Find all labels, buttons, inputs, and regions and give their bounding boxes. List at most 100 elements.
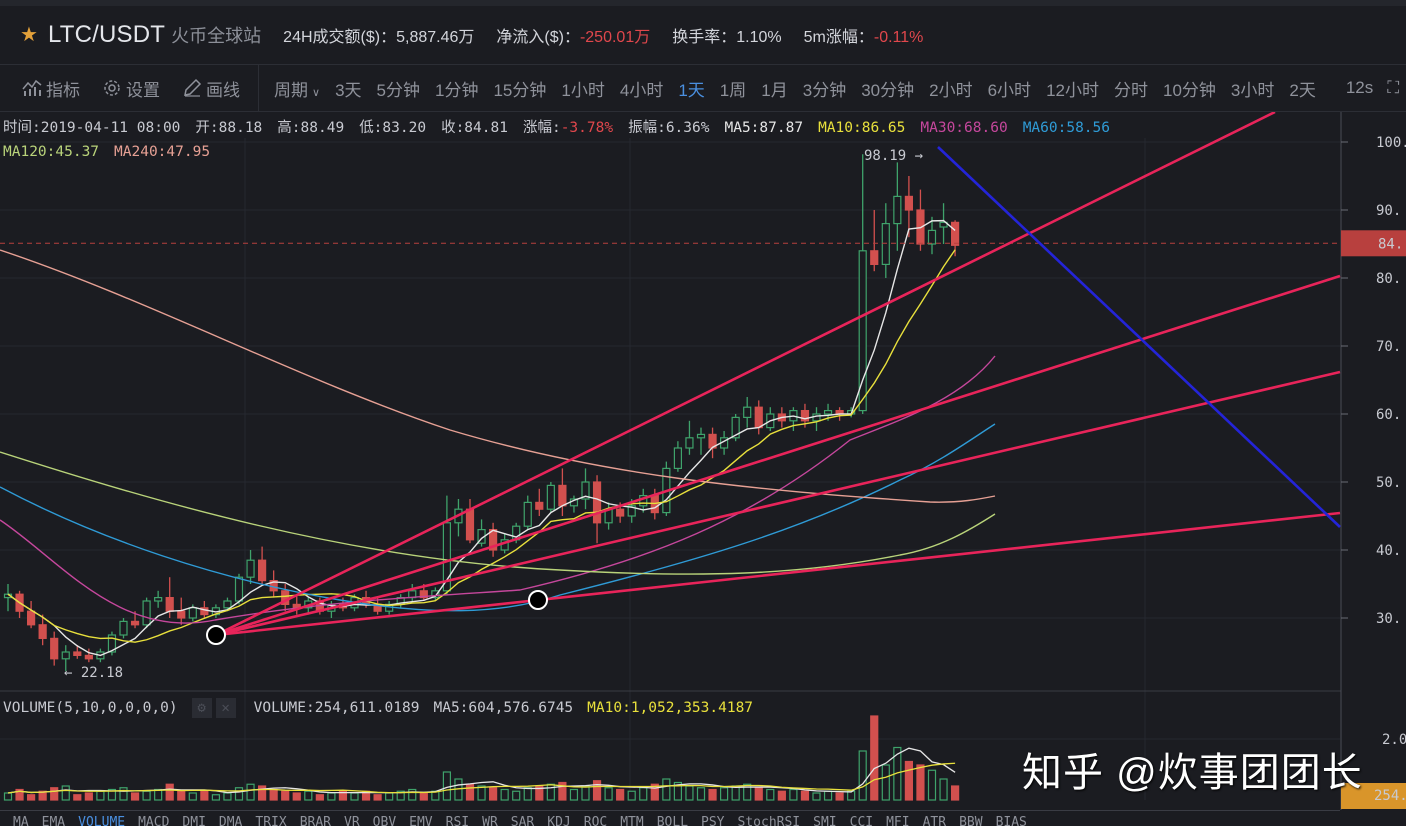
candles [3, 154, 960, 672]
volume-ma10-line [7, 762, 956, 794]
indicator-tab-roc[interactable]: ROC [583, 815, 608, 826]
pencil-icon [184, 78, 202, 97]
axis-tick-label: 60. [1376, 407, 1401, 423]
stat-turnover: 换手率：1.10% [672, 23, 781, 47]
ma5-value: MA5:87.87 [724, 120, 804, 136]
indicator-tab-vr[interactable]: VR [344, 815, 360, 826]
indicator-tab-kdj[interactable]: KDJ [547, 815, 571, 826]
trend-line[interactable] [215, 370, 1341, 637]
stat-label: 换手率： [672, 29, 737, 46]
trend-line[interactable] [215, 274, 1341, 637]
indicator-tab-trix[interactable]: TRIX [255, 815, 287, 826]
indicator-tab-ema[interactable]: EMA [41, 815, 66, 826]
axis-tick-label: 50. [1376, 475, 1401, 491]
period-3d[interactable]: 3天 [335, 80, 362, 100]
indicator-tab-wr[interactable]: WR [482, 815, 498, 826]
ohlc-high: 高:88.49 [277, 120, 345, 136]
indicator-tab-ma[interactable]: MA [13, 815, 29, 826]
current-price-text: 84. [1378, 236, 1403, 252]
top-strip [0, 0, 1406, 6]
stat-net-inflow: 净流入($)：-250.01万 [496, 23, 650, 47]
indicator-tab-atr[interactable]: ATR [922, 815, 947, 826]
indicator-tab-bias[interactable]: BIAS [995, 815, 1027, 826]
favorite-star-icon[interactable]: ★ [20, 24, 38, 46]
period-6h[interactable]: 6小时 [987, 80, 1032, 100]
chevron-down-icon: ∨ [312, 86, 321, 99]
axis-tick-label: 40. [1376, 543, 1401, 559]
ohlc-open: 开:88.18 [195, 120, 263, 136]
chart-toolbar: 指标 设置 画线 周期 ∨ 3天 5分钟 1分钟 15分钟 1小时 4小时 1天 … [0, 65, 1406, 112]
indicator-chart-icon [22, 79, 42, 96]
candlestick-chart[interactable]: 100. 90. 80. 70. 60. 50. 40. 30. 2.0 84. 98.19 → ← … [0, 112, 1406, 810]
price-axis[interactable] [1341, 112, 1406, 810]
trendline-anchor-handle[interactable] [528, 590, 548, 610]
pair-name: LTC/USDT [48, 21, 166, 48]
indicator-tab-mfi[interactable]: MFI [886, 815, 910, 826]
ma60-value: MA60:58.56 [1022, 120, 1110, 136]
indicator-tab-dmi[interactable]: DMI [182, 815, 206, 826]
refresh-interval[interactable]: 12s [1345, 78, 1374, 97]
indicator-tab-emv[interactable]: EMV [409, 815, 433, 826]
period-30m[interactable]: 30分钟 [861, 80, 915, 100]
indicator-tab-psy[interactable]: PSY [701, 815, 725, 826]
ma120-line [0, 451, 996, 575]
indicator-tab-bbw[interactable]: BBW [959, 815, 983, 826]
period-5m[interactable]: 5分钟 [376, 80, 420, 100]
axis-tick-label: 90. [1376, 203, 1401, 219]
indicator-tab-volume[interactable]: VOLUME [78, 815, 126, 826]
indicator-tab-smi[interactable]: SMI [813, 815, 837, 826]
trend-line[interactable] [215, 511, 1341, 637]
indicator-tab-obv[interactable]: OBV [372, 815, 397, 826]
period-timeshare[interactable]: 分时 [1113, 80, 1148, 100]
indicator-tab-brar[interactable]: BRAR [299, 815, 332, 826]
axis-tick-label: 80. [1376, 271, 1401, 287]
low-price-marker: ← 22.18 [64, 665, 123, 681]
ma30-line [0, 355, 996, 624]
ohlc-amplitude: 振幅:6.36% [628, 120, 710, 136]
period-15m[interactable]: 15分钟 [493, 80, 547, 100]
change-label: 涨幅: [522, 120, 561, 136]
period-2h[interactable]: 2小时 [929, 80, 973, 100]
period-dropdown[interactable]: 周期 ∨ [274, 76, 320, 101]
period-4h[interactable]: 4小时 [619, 80, 664, 100]
market-header: ★ LTC/USDT 火币全球站 24H成交额($)：5,887.46万 净流入… [0, 6, 1406, 65]
axis-tick-label: 30. [1376, 611, 1401, 627]
period-12h[interactable]: 12小时 [1046, 80, 1099, 100]
volume-ma10: MA10:1,052,353.4187 [587, 700, 754, 716]
period-3m[interactable]: 3分钟 [802, 80, 847, 100]
indicator-tab-stochrsi[interactable]: StochRSI [737, 815, 801, 826]
volume-settings-icon[interactable]: ⚙ [191, 698, 212, 718]
settings-button[interactable]: 设置 [102, 76, 160, 101]
indicators-button[interactable]: 指标 [22, 76, 80, 101]
ma10-line [7, 249, 956, 643]
period-1d[interactable]: 1天 [678, 80, 705, 100]
volume-tag [1341, 783, 1406, 809]
indicator-tab-macd[interactable]: MACD [138, 815, 170, 826]
indicator-tab-mtm[interactable]: MTM [620, 815, 644, 826]
chart-background [0, 112, 1406, 810]
stat-value: 1.10% [736, 29, 782, 46]
volume-panel-header: VOLUME(5,10,0,0,0,0) ⚙ ✕ VOLUME:254,611.… [3, 698, 767, 718]
volume-title: VOLUME(5,10,0,0,0,0) [3, 700, 178, 716]
trendline-anchor-handle[interactable] [206, 625, 226, 645]
downtrend-line[interactable] [937, 146, 1341, 528]
period-1w[interactable]: 1周 [719, 80, 747, 100]
trend-line[interactable] [215, 112, 1276, 637]
indicator-tab-boll[interactable]: BOLL [656, 815, 689, 826]
period-1mo[interactable]: 1月 [761, 80, 788, 100]
period-1h[interactable]: 1小时 [561, 80, 605, 100]
indicator-tab-rsi[interactable]: RSI [445, 815, 470, 826]
period-2d[interactable]: 2天 [1289, 80, 1316, 100]
volume-close-icon[interactable]: ✕ [215, 698, 236, 718]
fullscreen-icon[interactable]: ⛶ [1387, 78, 1400, 97]
period-1m[interactable]: 1分钟 [435, 80, 479, 100]
period-10m[interactable]: 10分钟 [1162, 80, 1216, 100]
draw-line-button[interactable]: 画线 [182, 76, 240, 101]
stat-value: -250.01万 [579, 29, 651, 46]
indicator-tab-sar[interactable]: SAR [510, 815, 535, 826]
indicator-tab-dma[interactable]: DMA [218, 815, 243, 826]
indicator-tab-cci[interactable]: CCI [849, 815, 874, 826]
period-3h[interactable]: 3小时 [1230, 80, 1275, 100]
ohlc-close: 收:84.81 [441, 120, 508, 136]
change-value: -3.78% [560, 120, 614, 136]
